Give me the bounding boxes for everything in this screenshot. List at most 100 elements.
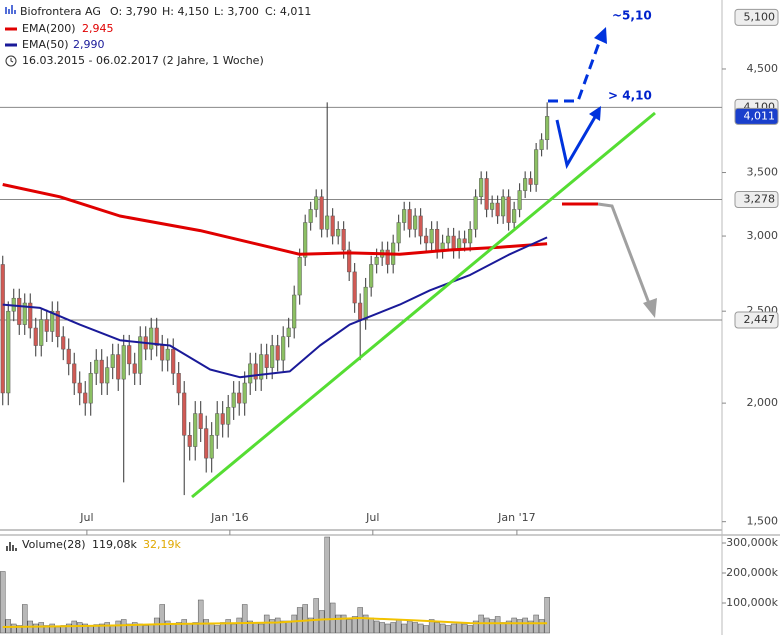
- legend-label: EMA(50): [22, 38, 69, 51]
- candle-body: [22, 302, 27, 325]
- candle-body: [506, 196, 511, 223]
- legend-value: 2,990: [73, 38, 105, 51]
- candle-body: [292, 294, 297, 329]
- volume-bar: [10, 623, 17, 634]
- price-level-label: 5,100: [744, 10, 776, 23]
- candle-body: [275, 345, 280, 361]
- candle-body: [182, 392, 187, 436]
- candle-body: [176, 373, 181, 394]
- volume-bar: [395, 619, 402, 634]
- volume-bar: [120, 619, 127, 634]
- volume-ma-line: [2, 616, 548, 628]
- candle-body: [352, 271, 357, 304]
- volume-legend: Volume(28) 119,08k 32,19k: [6, 538, 181, 551]
- volume-bar: [197, 599, 204, 634]
- volume-bar: [511, 617, 517, 634]
- candle-body: [512, 209, 517, 223]
- candle-body: [336, 228, 341, 237]
- volume-bar: [263, 614, 270, 634]
- candle-body: [72, 363, 77, 384]
- volume-bar: [527, 620, 534, 634]
- candle-body: [198, 413, 203, 429]
- candle-body: [50, 310, 55, 332]
- candle-body: [385, 249, 390, 265]
- volume-ma-value: 32,19k: [143, 538, 181, 551]
- volume-bar: [335, 614, 341, 634]
- candle-body: [490, 202, 495, 210]
- x-tick-label: Jul: [365, 511, 379, 524]
- volume-bar: [126, 623, 132, 634]
- volume-bar: [203, 619, 209, 634]
- clock-icon: [5, 55, 17, 67]
- candle-body: [44, 319, 49, 332]
- volume-bar: [456, 622, 462, 634]
- volume-bar: [434, 622, 440, 634]
- volume-bar: [351, 616, 358, 634]
- legend-icon: [5, 5, 16, 14]
- price-level-box: [734, 8, 779, 26]
- volume-bar: [65, 623, 72, 634]
- volume-bar: [373, 620, 380, 634]
- candle-body: [171, 348, 176, 374]
- volume-bar: [291, 614, 297, 634]
- candle-body: [121, 345, 126, 380]
- volume-bar: [159, 604, 165, 634]
- candle-body: [138, 336, 143, 374]
- candle-body: [160, 345, 165, 361]
- clock-hand: [10, 58, 14, 63]
- volume-bar: [76, 622, 83, 634]
- volume-bar: [82, 623, 88, 634]
- y-tick-label: 3,500: [747, 166, 779, 179]
- candle-body: [523, 178, 528, 191]
- candle-body: [66, 348, 71, 365]
- candle-body: [248, 363, 253, 384]
- volume-bar: [225, 619, 231, 634]
- volume-bar: [98, 623, 105, 634]
- volume-value: 119,08k: [92, 538, 137, 551]
- candle-body: [358, 302, 363, 320]
- candle-body: [374, 256, 379, 265]
- volume-bar: [406, 620, 413, 634]
- volume-bar: [538, 619, 545, 634]
- candle-body: [429, 228, 434, 244]
- candle-body: [193, 413, 198, 447]
- last-price-label: 4,011: [744, 109, 776, 122]
- y-tick-label: 4,500: [747, 62, 779, 75]
- y-tick-label: 2,000: [747, 396, 779, 409]
- volume-bar: [401, 623, 407, 634]
- arrow-head: [594, 27, 607, 44]
- candle-body: [286, 327, 291, 337]
- volume-bar: [340, 614, 347, 634]
- volume-bar: [38, 622, 44, 634]
- legend: Biofrontera AG O: 3,790 H: 4,150 L: 3,70…: [0, 0, 311, 70]
- volume-bar: [423, 625, 429, 634]
- candle-body: [215, 413, 220, 436]
- candle-body: [407, 209, 412, 230]
- volume-bar: [329, 602, 336, 634]
- candle-body: [341, 228, 346, 251]
- volume-bar: [483, 617, 490, 634]
- candle-body: [55, 310, 60, 337]
- volume-bar: [104, 622, 110, 634]
- candle-body: [517, 190, 522, 210]
- volume-bar: [236, 617, 242, 634]
- volume-bar: [318, 610, 325, 634]
- volume-bar: [450, 623, 457, 634]
- volume-bar: [164, 620, 171, 634]
- volume-bar: [274, 617, 281, 634]
- candle-body: [308, 209, 313, 223]
- volume-bar: [280, 620, 286, 634]
- volume-bar: [428, 619, 435, 634]
- candle-body: [204, 428, 209, 459]
- y-tick-label: 1,500: [747, 515, 779, 528]
- candle-body: [83, 392, 88, 404]
- volume-bar: [324, 536, 330, 634]
- candle-body: [451, 235, 456, 251]
- arrow-head: [643, 298, 657, 318]
- volume-bar: [417, 623, 424, 634]
- price-level-box: [734, 311, 779, 329]
- candle-body: [468, 228, 473, 244]
- legend-ohlc: C: 4,011: [265, 5, 311, 18]
- candle-body: [127, 345, 132, 365]
